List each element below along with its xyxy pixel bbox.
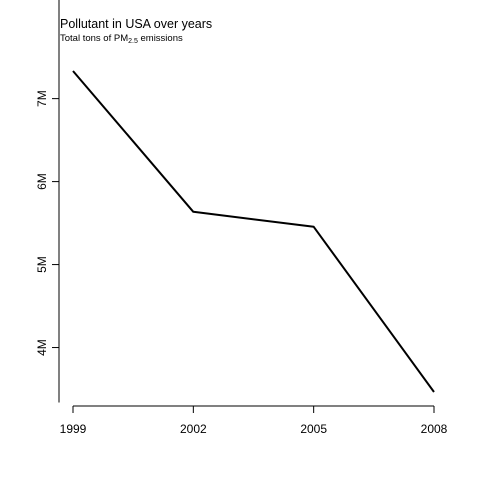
x-tick-label: 1999 <box>60 422 87 436</box>
plot-area <box>72 70 435 393</box>
chart-subtitle: Total tons of PM2.5 emissions <box>60 33 183 45</box>
x-axis: 1999 2002 2005 2008 <box>60 405 448 436</box>
y-axis: 4M 5M 6M 7M <box>35 0 60 403</box>
x-tick-label: 2005 <box>300 422 327 436</box>
y-tick-label: 6M <box>35 173 49 190</box>
subtitle-subscript: 2.5 <box>128 38 138 45</box>
y-tick-label: 7M <box>35 90 49 107</box>
x-tick-label: 2002 <box>180 422 207 436</box>
series-line <box>72 70 435 393</box>
chart-title: Pollutant in USA over years <box>60 17 212 31</box>
subtitle-suffix: emissions <box>138 33 183 44</box>
y-tick-label: 5M <box>35 256 49 273</box>
x-tick-label: 2008 <box>421 422 448 436</box>
y-tick-label: 4M <box>35 339 49 356</box>
subtitle-prefix: Total tons of PM <box>60 33 128 44</box>
